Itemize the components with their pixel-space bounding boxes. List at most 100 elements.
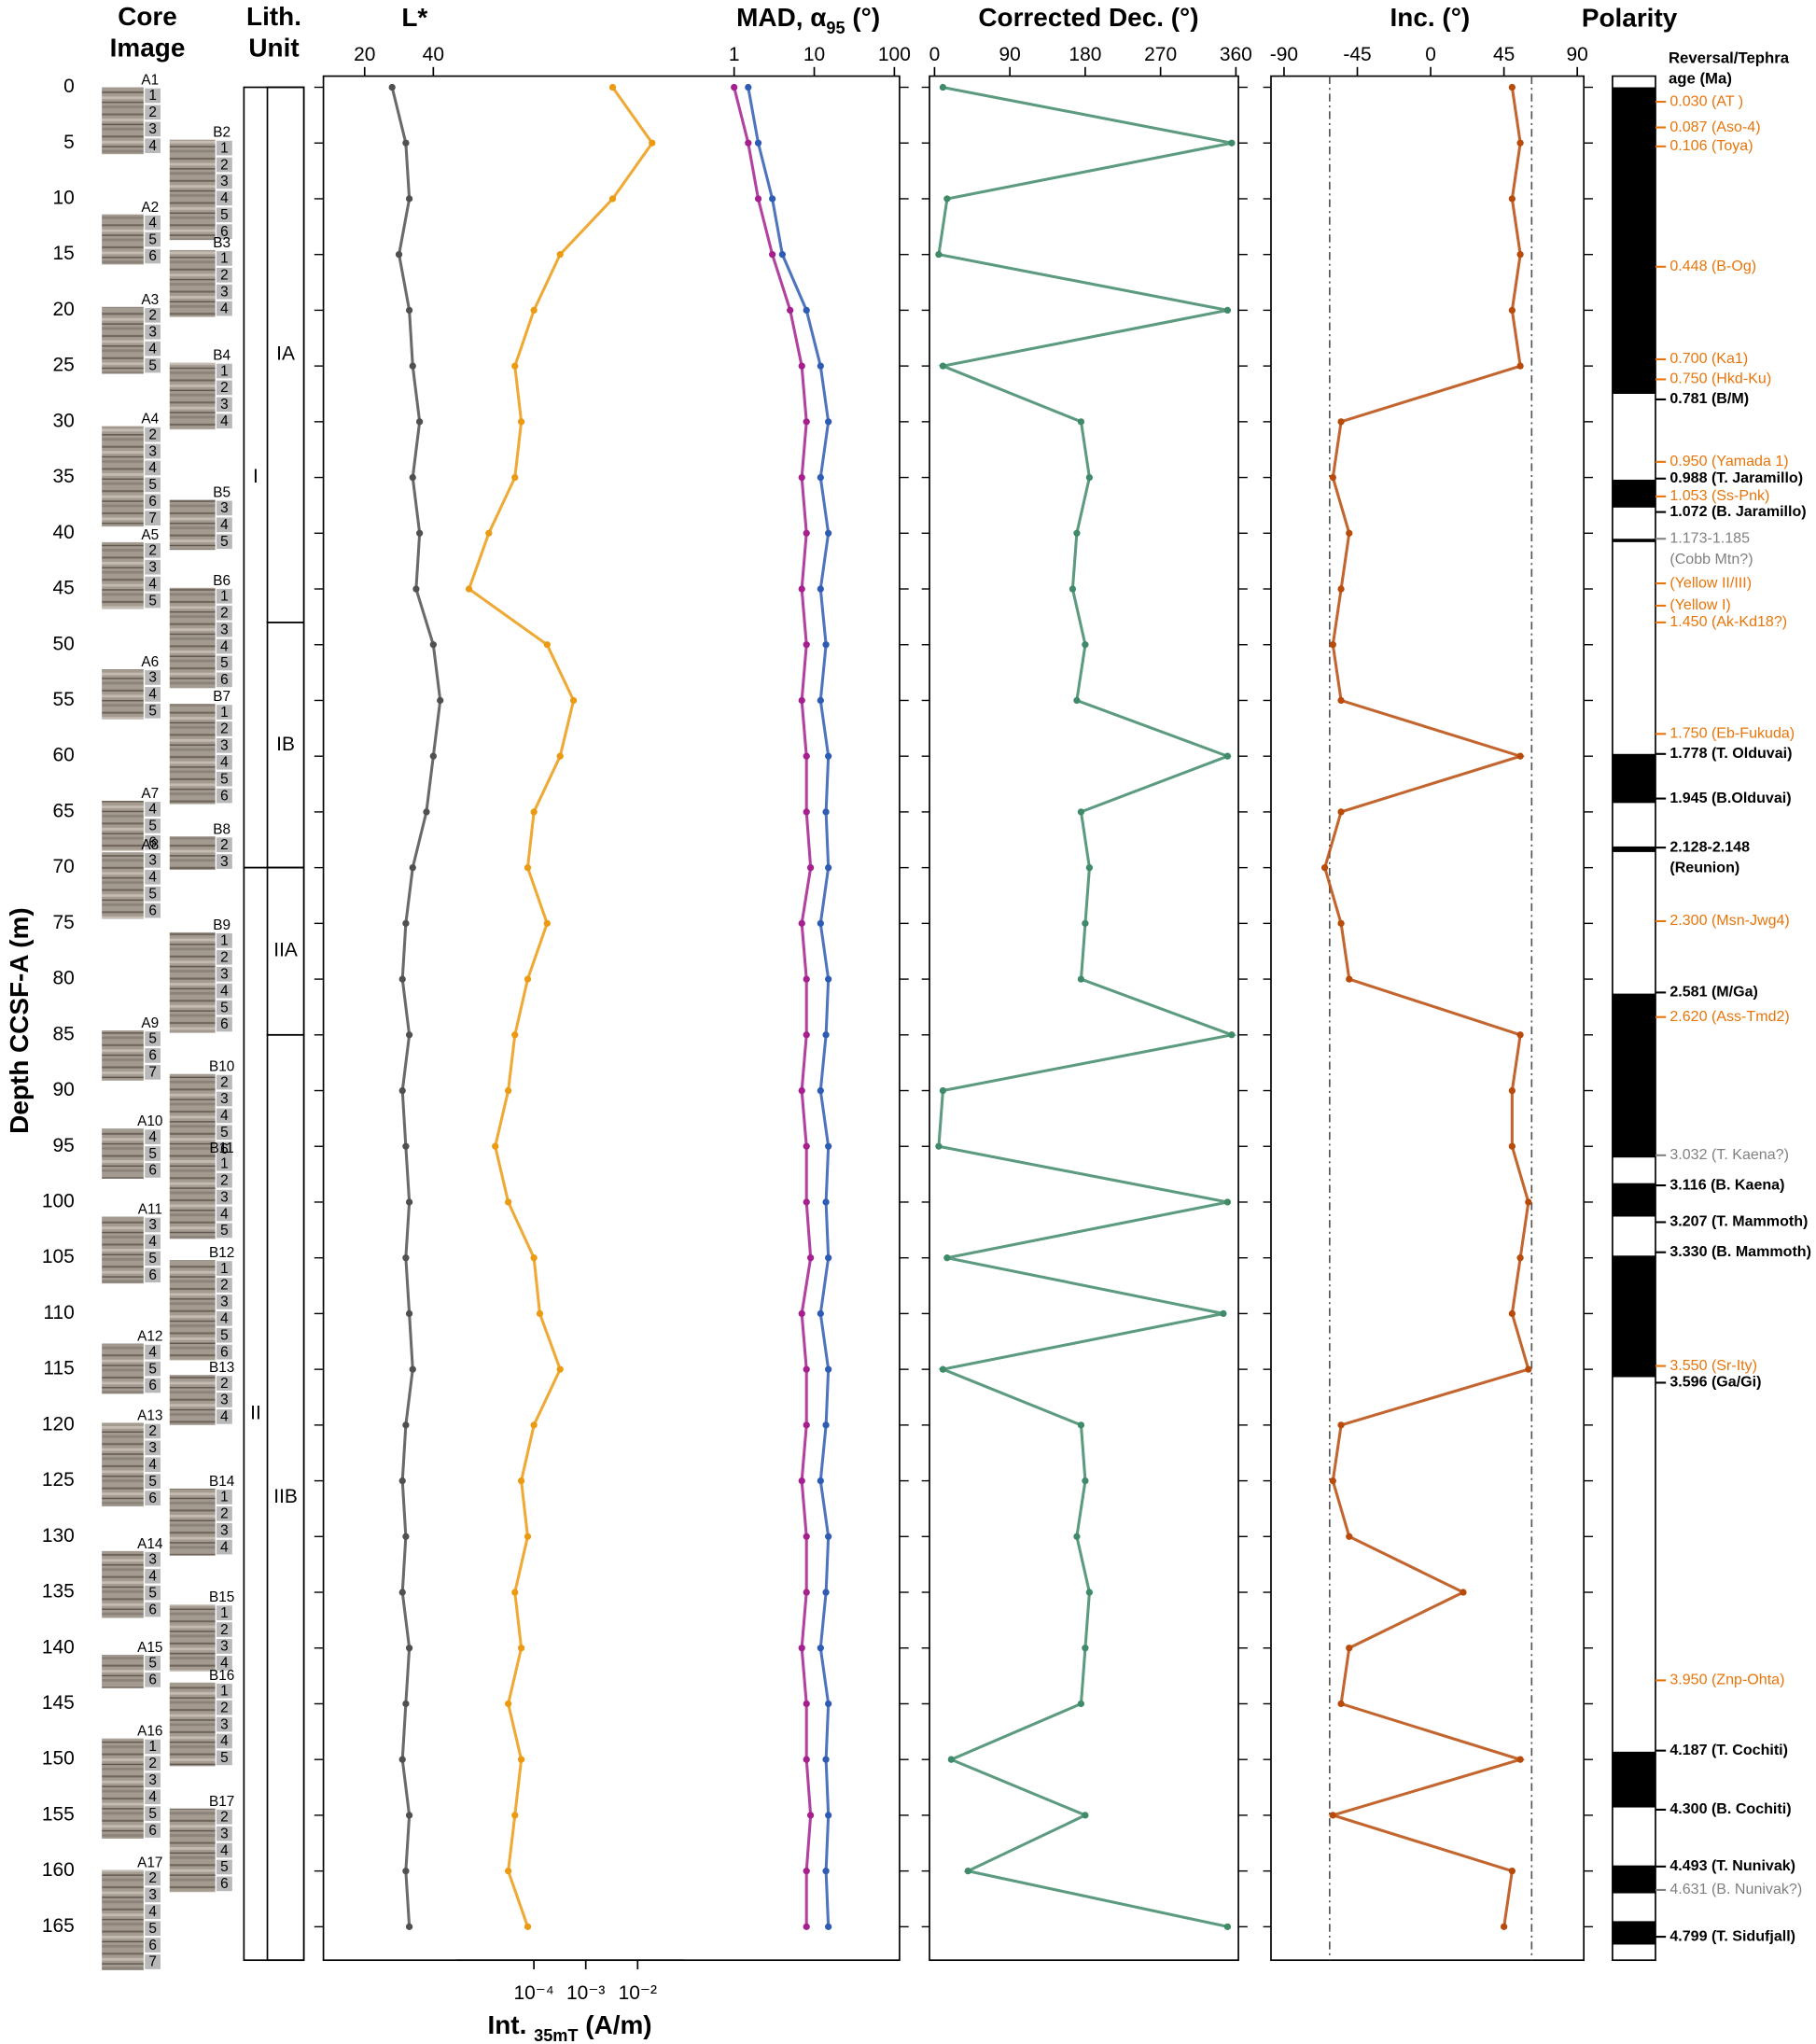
data-point (405, 1923, 413, 1930)
section-number: 5 (220, 1223, 229, 1239)
section-box (217, 588, 232, 604)
data-point (1337, 919, 1345, 927)
section-box (217, 655, 232, 671)
section-number: 5 (220, 207, 229, 223)
data-point (825, 1142, 832, 1150)
data-point (530, 1421, 538, 1429)
title-part: 95 (826, 19, 845, 37)
data-point (778, 251, 787, 259)
data-point (825, 1254, 832, 1262)
section-number: 3 (220, 738, 229, 754)
section-number: 3 (220, 1295, 229, 1310)
x-tick-label: 20 (354, 44, 375, 65)
series-line (733, 87, 813, 1927)
data-point (530, 808, 538, 816)
section-number: 5 (220, 1125, 229, 1141)
section-number: 5 (148, 1146, 157, 1162)
data-point (1337, 418, 1345, 426)
event-label: 1.945 (B.Olduvai) (1669, 790, 1791, 806)
core-photo (102, 1654, 144, 1688)
section-box (217, 966, 232, 982)
core-photo (169, 931, 216, 1033)
section-box (145, 1361, 161, 1377)
event-label: 4.799 (T. Sidufjall) (1669, 1927, 1795, 1944)
title-part: Inc. (°) (1390, 3, 1471, 32)
data-point (939, 83, 947, 91)
x-tick-label: 270 (1144, 44, 1177, 65)
data-point (803, 1700, 810, 1708)
section-box (145, 1756, 161, 1771)
event-label: 3.032 (T. Kaena?) (1669, 1146, 1789, 1163)
section-number: 5 (148, 231, 157, 247)
section-number: 1 (220, 705, 229, 721)
section-number: 4 (148, 1789, 157, 1805)
data-point (798, 1477, 805, 1485)
data-point (825, 529, 832, 537)
x-tick-label: -90 (1270, 44, 1298, 65)
core-photo (102, 669, 144, 720)
section-box (217, 1000, 232, 1015)
data-point (504, 1868, 512, 1875)
section-number: 3 (220, 397, 229, 413)
polarity-header: age (Ma) (1669, 70, 1732, 88)
section-box (217, 837, 232, 852)
event-label: 0.700 (Ka1) (1669, 350, 1748, 367)
section-box (217, 1826, 232, 1841)
section-box (217, 1859, 232, 1875)
core-name: B5 (213, 485, 230, 501)
section-box (145, 559, 161, 575)
normal-polarity (1612, 539, 1655, 542)
core-photo (102, 1128, 144, 1179)
section-box (217, 1295, 232, 1309)
data-point (517, 1477, 525, 1485)
data-point (817, 919, 824, 927)
section-number: 4 (148, 460, 157, 476)
section-number: 2 (148, 308, 157, 324)
x-tick-label: 90 (1567, 44, 1588, 65)
y-tick-label: 80 (53, 968, 75, 989)
section-number: 2 (148, 1870, 157, 1886)
normal-polarity (1612, 846, 1655, 852)
section-box (217, 1505, 232, 1521)
section-number: 2 (220, 1074, 229, 1090)
data-point (409, 473, 416, 482)
data-point (803, 1031, 810, 1039)
section-box (217, 1189, 232, 1205)
data-point (398, 1756, 406, 1763)
y-tick-label: 65 (53, 800, 75, 821)
data-point (402, 1254, 410, 1262)
section-box (217, 1522, 232, 1538)
section-box (145, 1217, 161, 1233)
core-photo (169, 1375, 216, 1425)
y-tick-label: 140 (42, 1636, 75, 1658)
data-point (1508, 1086, 1516, 1095)
section-box (145, 1031, 161, 1046)
normal-polarity (1612, 753, 1655, 804)
section-box (217, 1091, 232, 1107)
data-point (492, 1142, 499, 1150)
section-box (145, 460, 161, 476)
data-point (1508, 195, 1516, 203)
lith-title: Unit (248, 33, 299, 62)
section-number: 5 (148, 1585, 157, 1601)
event-label: 0.988 (T. Jaramillo) (1669, 469, 1803, 486)
data-point (769, 251, 776, 259)
data-point (485, 529, 493, 537)
section-number: 2 (148, 543, 157, 559)
data-point (402, 1142, 410, 1150)
data-point (398, 1477, 406, 1485)
y-tick-label: 35 (53, 466, 75, 487)
core-photo (102, 851, 144, 919)
section-number: 4 (220, 517, 229, 533)
section-box (217, 1393, 232, 1407)
data-point (1082, 1645, 1089, 1652)
section-number: 5 (220, 534, 229, 550)
section-box (145, 687, 161, 702)
section-number: 4 (148, 1344, 157, 1360)
core-title: Core (118, 2, 177, 31)
data-point (1082, 1812, 1089, 1819)
event-label: (Cobb Mtn?) (1669, 551, 1753, 567)
section-number: 6 (220, 788, 229, 804)
section-box (145, 427, 161, 442)
data-point (825, 1533, 832, 1540)
